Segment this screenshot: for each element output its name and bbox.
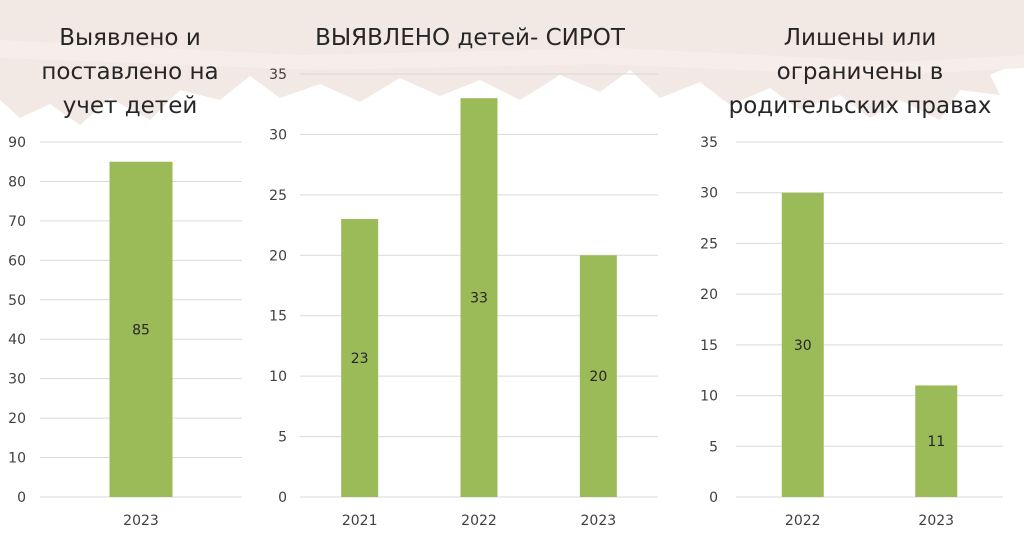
bar-2023 [915, 385, 958, 497]
bar-2023 [579, 255, 617, 497]
bar-2021 [341, 219, 379, 497]
x-category-label: 2021 [342, 513, 378, 529]
chart-title-orphans-identified: ВЫЯВЛЕНО детей- СИРОТ [315, 25, 625, 51]
y-tick-label: 35 [269, 67, 287, 83]
y-tick-label: 0 [17, 490, 26, 506]
data-label: 11 [927, 434, 945, 450]
y-tick-label: 25 [700, 236, 718, 252]
x-category-label: 2022 [461, 513, 497, 529]
y-tick-label: 0 [278, 490, 287, 506]
y-tick-label: 30 [8, 372, 26, 388]
y-tick-label: 0 [709, 490, 718, 506]
y-tick-label: 40 [8, 332, 26, 348]
x-category-label: 2022 [785, 513, 821, 529]
y-tick-label: 20 [8, 411, 26, 427]
x-category-label: 2023 [123, 513, 159, 529]
y-tick-label: 30 [700, 186, 718, 202]
data-label: 20 [589, 369, 607, 385]
bar-2023 [109, 161, 173, 497]
x-category-label: 2023 [918, 513, 954, 529]
y-tick-label: 60 [8, 253, 26, 269]
chart-title-identified-registered: Выявлено и поставлено на учет детей [41, 25, 219, 119]
x-category-label: 2023 [581, 513, 617, 529]
y-tick-label: 20 [269, 248, 287, 264]
y-tick-label: 10 [700, 389, 718, 405]
data-label: 30 [794, 338, 812, 354]
y-tick-label: 30 [269, 127, 287, 143]
y-tick-label: 15 [269, 309, 287, 325]
y-tick-label: 20 [700, 287, 718, 303]
chart-title-parental-rights: Лишены или ограничены в родительских пра… [728, 25, 992, 119]
y-tick-label: 90 [8, 135, 26, 151]
data-label: 85 [132, 322, 150, 338]
y-tick-label: 5 [709, 439, 718, 455]
brush-stroke-streak [0, 40, 1024, 76]
y-tick-label: 5 [278, 430, 287, 446]
data-label: 23 [351, 351, 369, 367]
bar-2022 [460, 98, 498, 498]
y-tick-label: 80 [8, 174, 26, 190]
y-tick-label: 10 [8, 451, 26, 467]
y-tick-label: 25 [269, 188, 287, 204]
y-tick-label: 15 [700, 338, 718, 354]
y-tick-label: 35 [700, 135, 718, 151]
y-tick-label: 50 [8, 293, 26, 309]
bar-2022 [781, 192, 824, 497]
y-tick-label: 70 [8, 214, 26, 230]
data-label: 33 [470, 291, 488, 307]
y-tick-label: 10 [269, 369, 287, 385]
